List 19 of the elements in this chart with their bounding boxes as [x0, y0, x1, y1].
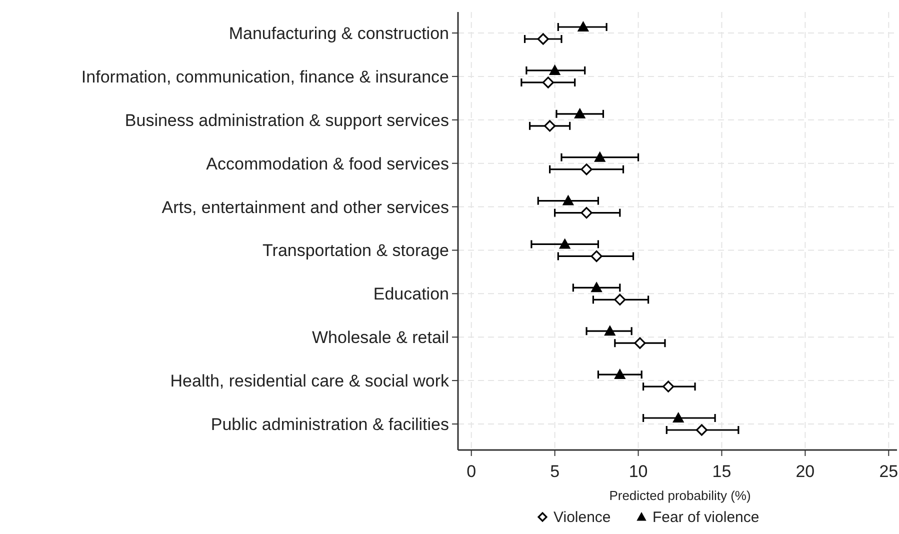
x-tick-label: 10 — [628, 462, 648, 481]
y-tick-label: Education — [373, 284, 449, 304]
y-tick-label: Arts, entertainment and other services — [162, 198, 449, 217]
x-tick-label: 5 — [550, 462, 560, 481]
y-tick-label: Wholesale & retail — [312, 328, 449, 348]
legend-label: Fear of violence — [652, 509, 760, 526]
y-tick-label: Public administration & facilities — [210, 415, 449, 434]
y-tick-label: Transportation & storage — [262, 241, 449, 260]
y-tick-label: Manufacturing & construction — [228, 24, 449, 43]
y-tick-label: Information, communication, finance & insurance — [81, 67, 449, 86]
x-tick-label: 15 — [712, 462, 732, 481]
y-tick-label: Health, residential care & social work — [170, 372, 450, 391]
x-tick-label: 25 — [879, 462, 898, 481]
x-tick-label: 20 — [796, 462, 815, 481]
y-tick-label: Accommodation & food services — [206, 154, 449, 174]
x-tick-label: 0 — [466, 462, 476, 481]
x-axis-title: Predicted probability (%) — [609, 488, 751, 503]
legend-label: Violence — [554, 509, 611, 526]
y-tick-label: Business administration & support services — [124, 110, 449, 130]
